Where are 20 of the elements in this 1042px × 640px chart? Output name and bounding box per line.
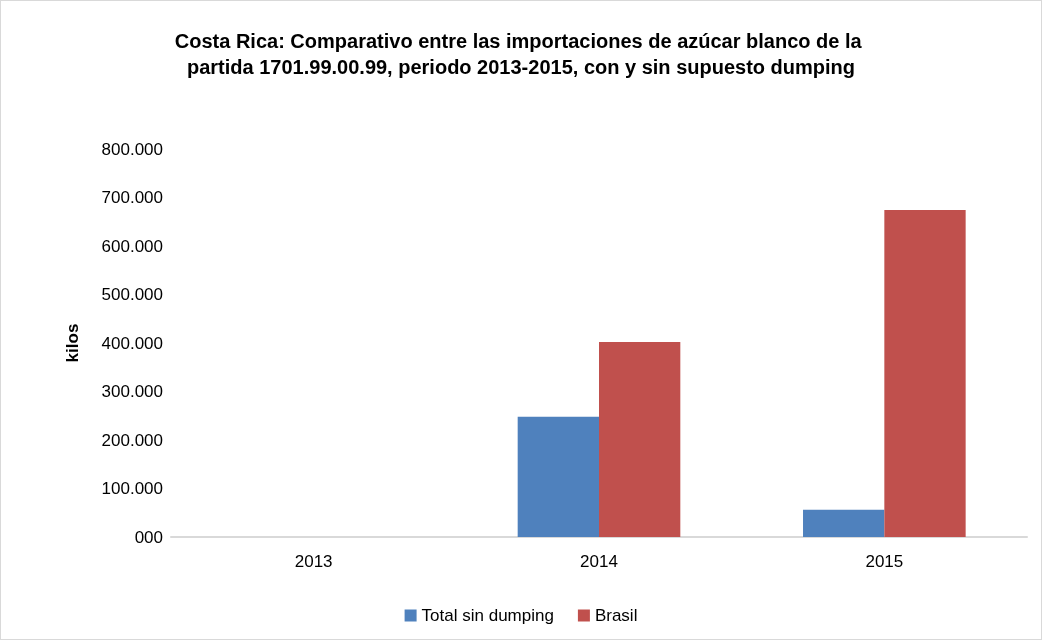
x-tick-label: 2015 bbox=[865, 552, 904, 571]
y-tick-label: 300.000 bbox=[101, 382, 163, 401]
bar bbox=[884, 210, 966, 537]
legend-label: Total sin dumping bbox=[421, 606, 554, 625]
y-tick-label: 500.000 bbox=[101, 285, 163, 304]
bar bbox=[803, 509, 885, 537]
y-tick-label: 600.000 bbox=[101, 236, 163, 256]
y-tick-label: 200.000 bbox=[101, 430, 163, 450]
x-tick-label: 2013 bbox=[294, 552, 333, 571]
y-tick-label: 700.000 bbox=[101, 188, 163, 207]
legend-label: Brasil bbox=[594, 606, 638, 625]
y-tick-label: 400.000 bbox=[101, 333, 163, 353]
y-axis-title: kilos bbox=[63, 323, 82, 363]
y-tick-label: 000 bbox=[134, 527, 163, 547]
y-tick-label: 800.000 bbox=[101, 139, 163, 159]
x-tick-label: 2014 bbox=[580, 552, 618, 571]
y-tick-label: 100.000 bbox=[101, 479, 163, 498]
chart-title: Costa Rica: Comparativo entre las importaciones de azúcar blanco de la partida 1701.99.00.99, periodo 2013-2015, con y sin supuesto dumping bbox=[174, 30, 868, 78]
bar bbox=[599, 342, 681, 537]
bar bbox=[517, 416, 599, 537]
